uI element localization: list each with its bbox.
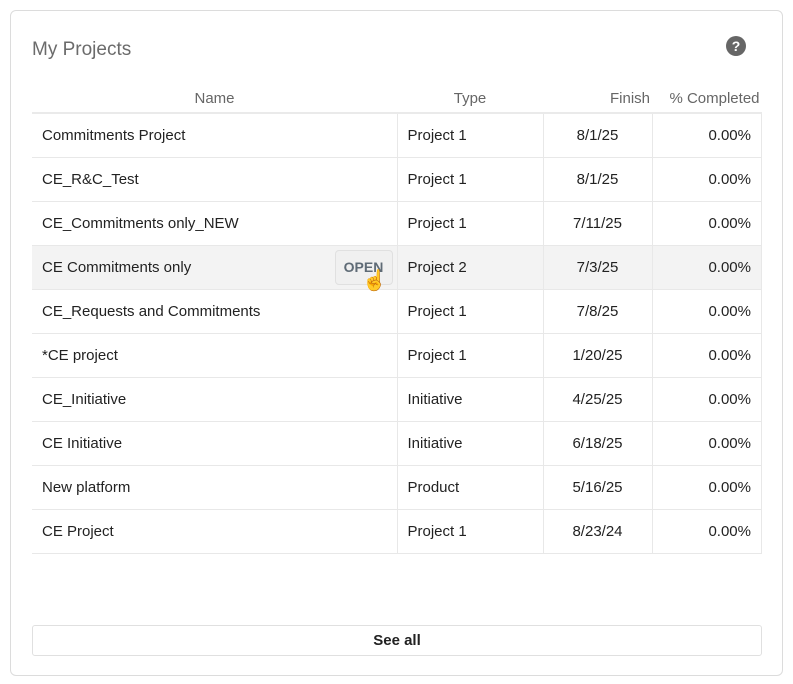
project-name[interactable]: CE Initiative — [32, 421, 397, 466]
project-completed: 0.00% — [651, 333, 762, 378]
project-type: Project 1 — [396, 157, 543, 202]
project-type: Initiative — [396, 377, 543, 422]
project-completed: 0.00% — [651, 201, 762, 246]
column-header-name[interactable]: Name — [32, 85, 397, 114]
project-type: Project 1 — [396, 509, 543, 554]
table-row[interactable]: CE Project Project 1 8/23/24 0.00% — [32, 509, 762, 554]
project-type: Product — [396, 465, 543, 510]
project-name[interactable]: CE_Requests and Commitments — [32, 289, 397, 334]
project-completed: 0.00% — [651, 157, 762, 202]
project-finish: 8/1/25 — [542, 113, 652, 158]
table-row[interactable]: Commitments Project Project 1 8/1/25 0.0… — [32, 113, 762, 158]
project-completed: 0.00% — [651, 465, 762, 510]
project-finish: 7/3/25 — [542, 245, 652, 290]
project-name[interactable]: CE_Commitments only_NEW — [32, 201, 397, 246]
column-header-type[interactable]: Type — [397, 85, 543, 114]
my-projects-card: My Projects ? Name Type Finish % Complet… — [10, 10, 783, 676]
project-type: Initiative — [396, 421, 543, 466]
help-icon[interactable]: ? — [726, 36, 746, 56]
project-type: Project 1 — [396, 333, 543, 378]
table-row[interactable]: CE_Commitments only_NEW Project 1 7/11/2… — [32, 201, 762, 246]
project-name[interactable]: CE_Initiative — [32, 377, 397, 422]
project-completed: 0.00% — [651, 377, 762, 422]
project-completed: 0.00% — [651, 421, 762, 466]
project-finish: 4/25/25 — [542, 377, 652, 422]
project-name[interactable]: New platform — [32, 465, 397, 510]
project-name[interactable]: *CE project — [32, 333, 397, 378]
hand-cursor-icon: ☝ — [362, 270, 387, 292]
project-type: Project 1 — [396, 201, 543, 246]
column-header-completed[interactable]: % Completed — [652, 85, 762, 114]
table-row[interactable]: CE_Requests and Commitments Project 1 7/… — [32, 289, 762, 334]
projects-table: Name Type Finish % Completed Commitments… — [32, 85, 762, 554]
open-button[interactable]: OPEN — [334, 249, 393, 285]
project-completed: 0.00% — [651, 289, 762, 334]
project-completed: 0.00% — [651, 245, 762, 290]
project-name[interactable]: Commitments Project — [32, 113, 397, 158]
project-finish: 7/8/25 — [542, 289, 652, 334]
project-name[interactable]: CE Project — [32, 509, 397, 554]
project-type: Project 1 — [396, 289, 543, 334]
project-name[interactable]: CE_R&C_Test — [32, 157, 397, 202]
table-row[interactable]: CE Initiative Initiative 6/18/25 0.00% — [32, 421, 762, 466]
project-finish: 8/1/25 — [542, 157, 652, 202]
project-finish: 8/23/24 — [542, 509, 652, 554]
project-completed: 0.00% — [651, 509, 762, 554]
project-finish: 7/11/25 — [542, 201, 652, 246]
see-all-button[interactable]: See all — [32, 625, 762, 656]
column-header-finish[interactable]: Finish — [543, 85, 652, 114]
table-row[interactable]: *CE project Project 1 1/20/25 0.00% — [32, 333, 762, 378]
card-title: My Projects — [32, 39, 132, 60]
project-type: Project 1 — [396, 113, 543, 158]
project-finish: 1/20/25 — [542, 333, 652, 378]
table-row[interactable]: CE Commitments only OPEN Project 2 7/3/25… — [32, 245, 762, 290]
project-type: Project 2 — [396, 245, 543, 290]
table-row[interactable]: CE_R&C_Test Project 1 8/1/25 0.00% — [32, 157, 762, 202]
project-finish: 6/18/25 — [542, 421, 652, 466]
project-completed: 0.00% — [651, 113, 762, 158]
project-name[interactable]: CE Commitments only OPEN — [32, 245, 397, 290]
table-row[interactable]: New platform Product 5/16/25 0.00% — [32, 465, 762, 510]
table-row[interactable]: CE_Initiative Initiative 4/25/25 0.00% — [32, 377, 762, 422]
project-finish: 5/16/25 — [542, 465, 652, 510]
